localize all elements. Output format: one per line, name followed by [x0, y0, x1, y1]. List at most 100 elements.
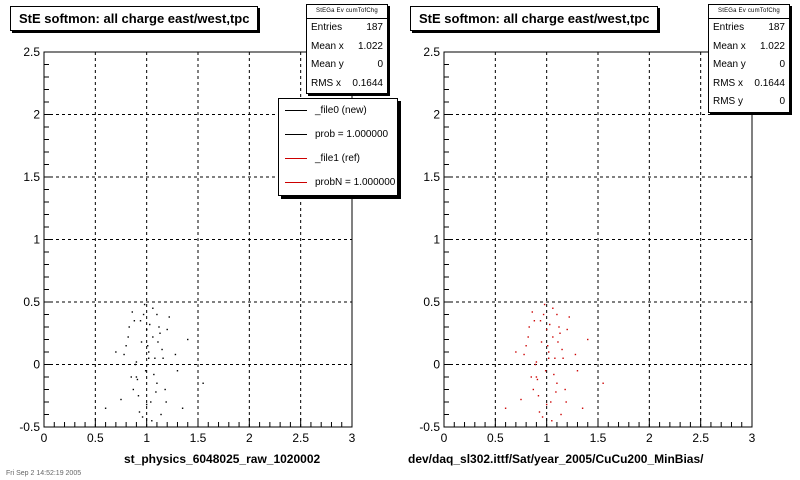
data-point — [539, 320, 542, 322]
y-tick-label: 1 — [433, 233, 440, 247]
data-point — [557, 341, 559, 343]
data-point — [104, 407, 107, 409]
data-point — [544, 370, 547, 372]
data-point — [123, 353, 125, 356]
data-point — [530, 376, 532, 378]
y-tick-label: 2 — [433, 108, 440, 122]
data-point — [536, 378, 539, 381]
legend-label: probN = 1.000000 — [315, 177, 396, 188]
y-tick-label: 0.5 — [423, 295, 440, 309]
data-point — [562, 357, 564, 359]
data-point — [535, 361, 538, 363]
stats-value: 0 — [779, 96, 785, 107]
data-point — [134, 363, 137, 366]
data-point — [602, 382, 604, 384]
stats-value: 0.1644 — [352, 77, 383, 89]
data-point — [538, 411, 541, 413]
data-point — [143, 303, 146, 306]
footer-timestamp: Fri Sep 2 14:52:19 2005 — [6, 470, 82, 477]
data-point — [581, 407, 584, 409]
y-tick-label: -0.5 — [419, 420, 440, 434]
data-point — [120, 398, 122, 401]
data-point — [174, 353, 177, 356]
data-point — [556, 313, 558, 316]
stats-header: StEGa Ev cumTofChg — [709, 5, 789, 19]
data-point — [148, 357, 150, 359]
data-point — [133, 320, 136, 322]
data-point — [140, 341, 143, 343]
legend-line-icon — [285, 158, 307, 159]
stats-row-mean-x: Mean x 1.022 — [307, 38, 387, 57]
x-tick-label: 0.5 — [487, 431, 504, 445]
data-point — [155, 391, 157, 393]
y-tick-label: 0 — [33, 358, 40, 372]
x-tick-label: 1 — [143, 431, 150, 445]
data-point — [137, 395, 140, 397]
data-point — [566, 328, 568, 331]
data-point — [555, 391, 557, 393]
stats-label: Mean x — [713, 40, 746, 52]
legend-entry: prob = 1.000000 — [279, 123, 397, 147]
data-point — [576, 370, 579, 372]
data-point — [159, 332, 161, 334]
data-point — [145, 403, 148, 406]
stats-row-rms-x: RMS x 0.1644 — [307, 75, 387, 94]
data-point — [537, 395, 540, 397]
plot-title-right: StE softmon: all charge east/west,tpc — [410, 6, 659, 31]
data-point — [166, 328, 168, 331]
data-point — [533, 320, 536, 322]
right-panel: 0 0.5 1 1.5 2 2.5 3 -0.5 0 0.5 1 1.5 2 2.5 StE softmo… — [400, 0, 800, 480]
data-point — [532, 388, 535, 391]
data-point — [149, 323, 151, 326]
x-axis-title-right: dev/daq_sl302.ittf/Sat/year_2005/CuCu200… — [408, 452, 704, 466]
x-tick-label: 1.5 — [590, 431, 607, 445]
stats-value: 187 — [366, 22, 383, 33]
data-point — [142, 313, 145, 316]
data-point — [132, 388, 135, 391]
data-point — [139, 320, 142, 322]
data-point — [165, 401, 167, 403]
data-point — [152, 336, 154, 338]
data-point — [551, 420, 553, 422]
data-point — [552, 336, 554, 338]
data-point — [527, 336, 529, 338]
x-tick-label: 1.5 — [190, 431, 207, 445]
data-point — [541, 416, 544, 418]
x-tick-label: 0 — [441, 431, 448, 445]
stats-label: Entries — [713, 22, 745, 33]
data-point — [546, 345, 549, 347]
data-point — [154, 357, 156, 359]
data-point — [158, 326, 160, 328]
data-point — [138, 411, 141, 413]
data-point — [152, 307, 154, 309]
data-point — [504, 407, 507, 409]
x-tick-label: 3 — [749, 431, 756, 445]
y-tick-label: 1.5 — [23, 170, 40, 184]
stats-row-entries: Entries 187 — [307, 19, 387, 38]
data-point — [587, 338, 589, 341]
data-point — [548, 351, 550, 353]
x-axis-title-left: st_physics_6048025_raw_1020002 — [124, 452, 321, 466]
x-tick-label: 0.5 — [87, 431, 104, 445]
data-point — [560, 413, 562, 416]
stats-label: Mean y — [311, 59, 344, 70]
stats-label: RMS x — [311, 77, 341, 89]
data-point — [187, 338, 189, 341]
y-tick-label: 0.5 — [23, 295, 40, 309]
data-point — [150, 401, 152, 403]
stats-row-mean-x: Mean x 1.022 — [709, 38, 789, 57]
data-point — [531, 311, 533, 313]
left-panel: 0 0.5 1 1.5 2 2.5 3 -0.5 0 0.5 1 1.5 2 2.5 StE softmo… — [10, 4, 398, 466]
stats-value: 0 — [779, 59, 785, 70]
scatter-plot-left: 0 0.5 1 1.5 2 2.5 3-0.500.511.522.5 — [19, 45, 355, 445]
data-point — [176, 370, 179, 372]
data-point — [535, 376, 538, 378]
data-point — [564, 388, 566, 391]
data-point — [148, 351, 150, 353]
data-point — [151, 420, 153, 422]
stats-value: 187 — [768, 22, 785, 33]
legend-entry: probN = 1.000000 — [279, 171, 397, 195]
legend-box: _file0 (new) prob = 1.000000 _file1 (ref… — [278, 98, 398, 196]
data-point — [135, 361, 138, 363]
data-point — [515, 351, 517, 353]
